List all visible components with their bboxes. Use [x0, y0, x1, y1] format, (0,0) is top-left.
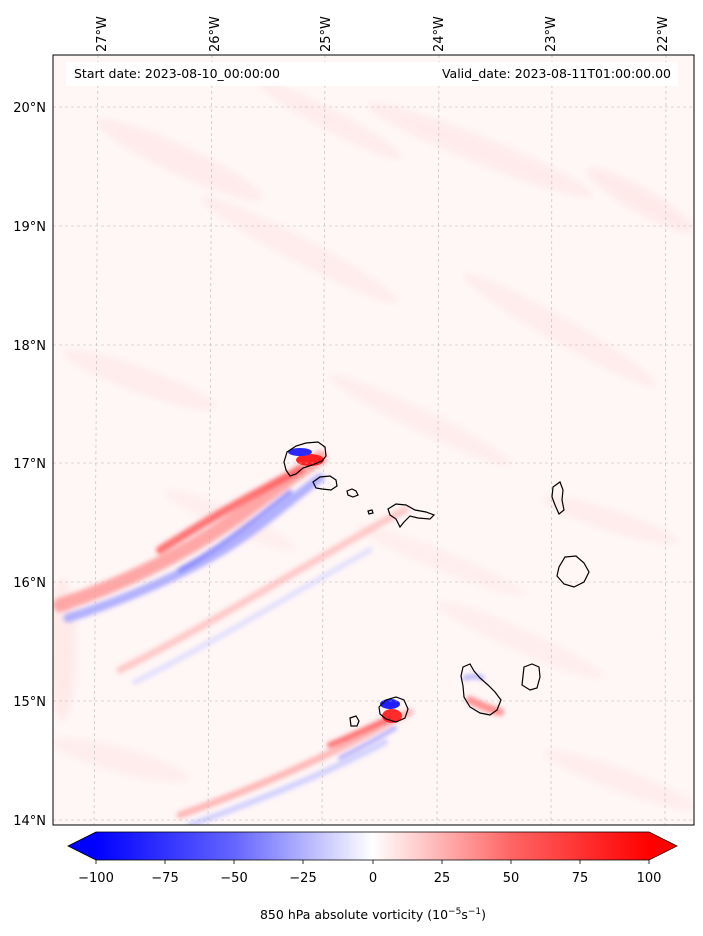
island-santa-luzia — [346, 488, 359, 498]
background-texture — [53, 81, 694, 810]
cbar-tick-neg100: −100 — [78, 871, 114, 886]
longitude-labels: 27°W 26°W 25°W 24°W 23°W 22°W — [95, 16, 671, 52]
island-brava — [349, 715, 360, 727]
colorbar-ticks — [95, 860, 650, 864]
colorbar-min-extension — [68, 832, 96, 860]
gridlines — [53, 55, 694, 825]
island-santiago — [460, 663, 502, 716]
lat-label-16n: 16°N — [13, 576, 46, 591]
cbar-tick-75: 75 — [572, 871, 589, 886]
island-maio — [521, 663, 541, 691]
colorbar-max-extension — [649, 832, 677, 860]
cbar-tick-25: 25 — [434, 871, 451, 886]
cbar-tick-neg75: −75 — [151, 871, 178, 886]
colorbar-label: 850 hPa absolute vorticity (10−5s−1) — [260, 907, 486, 922]
cbar-tick-neg50: −50 — [220, 871, 247, 886]
lon-label-27w: 27°W — [95, 16, 110, 52]
colorbar-gradient — [96, 832, 649, 860]
map-frame — [52, 54, 695, 826]
cbar-tick-100: 100 — [637, 871, 662, 886]
lon-label-24w: 24°W — [432, 16, 447, 52]
map-panel: Start date: 2023-08-10_00:00:00 Valid_da… — [52, 54, 695, 826]
lon-label-23w: 23°W — [544, 16, 559, 52]
island-sal — [551, 481, 565, 515]
latitude-labels: 20°N 19°N 18°N 17°N 16°N 15°N 14°N — [13, 101, 46, 829]
vorticity-field — [53, 81, 694, 825]
date-header-background — [66, 62, 678, 86]
cbar-tick-neg25: −25 — [289, 871, 316, 886]
wake-streaks — [53, 451, 504, 825]
lon-label-22w: 22°W — [656, 16, 671, 52]
lat-label-15n: 15°N — [13, 695, 46, 710]
valid-date-label: Valid_date: 2023-08-11T01:00:00.00 — [442, 66, 671, 81]
coastlines — [283, 441, 590, 727]
lon-label-25w: 25°W — [319, 16, 334, 52]
colorbar-tick-labels: −100 −75 −50 −25 0 25 50 75 100 — [78, 871, 661, 886]
cbar-tick-0: 0 — [369, 871, 377, 886]
lat-label-18n: 18°N — [13, 339, 46, 354]
island-santo-antao — [283, 441, 327, 477]
lat-label-17n: 17°N — [13, 457, 46, 472]
lat-label-20n: 20°N — [13, 101, 46, 116]
island-branco — [367, 509, 374, 515]
lat-label-19n: 19°N — [13, 220, 46, 235]
cbar-tick-50: 50 — [503, 871, 520, 886]
date-header: Start date: 2023-08-10_00:00:00 Valid_da… — [66, 62, 678, 86]
island-sao-vicente — [312, 475, 338, 491]
island-boa-vista — [556, 555, 590, 588]
island-fogo — [378, 696, 409, 723]
start-date-label: Start date: 2023-08-10_00:00:00 — [74, 66, 280, 81]
map-background — [53, 55, 694, 825]
island-sao-nicolau — [387, 503, 436, 529]
colorbar: −100 −75 −50 −25 0 25 50 75 100 850 hPa … — [67, 831, 678, 922]
lon-label-26w: 26°W — [208, 16, 223, 52]
lat-label-14n: 14°N — [13, 814, 46, 829]
